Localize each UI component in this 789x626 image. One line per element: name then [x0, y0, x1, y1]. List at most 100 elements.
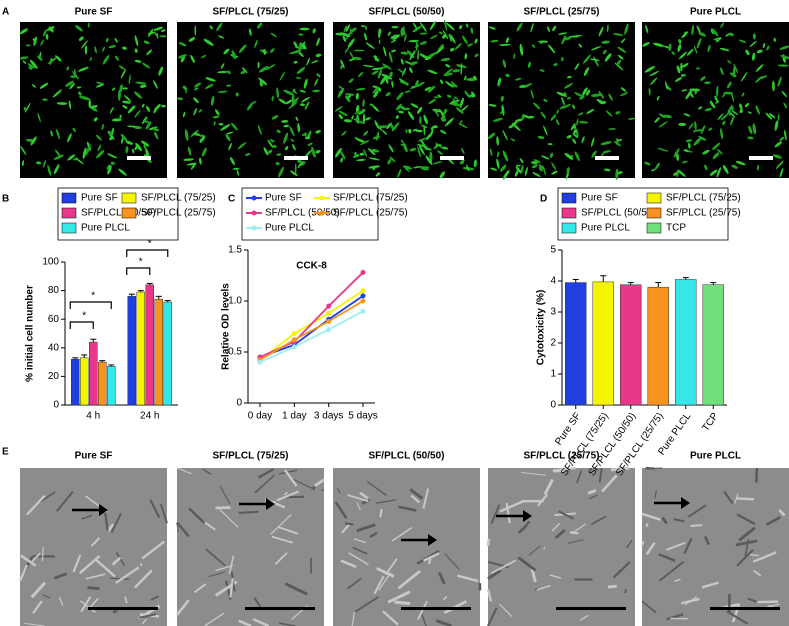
legend-swatch: [561, 207, 577, 219]
cell-process: [176, 523, 179, 532]
cell: [556, 109, 559, 115]
cell: [148, 28, 154, 38]
cell: [297, 122, 300, 133]
cell-process: [111, 556, 122, 566]
cell: [604, 53, 612, 62]
cell: [497, 77, 502, 87]
x-tick-label: 4 h: [86, 411, 100, 422]
cell: [452, 69, 460, 73]
cell: [285, 146, 289, 151]
cell: [541, 155, 550, 160]
cell: [461, 147, 465, 154]
cell-process: [90, 537, 100, 547]
cell: [462, 35, 468, 45]
cell: [745, 49, 750, 56]
error-bar: [137, 290, 144, 293]
cell: [521, 113, 525, 121]
cell-process: [39, 491, 56, 503]
cell: [127, 125, 137, 128]
cell: [84, 45, 88, 55]
error-bar: [81, 354, 88, 358]
cell: [352, 56, 362, 61]
cell: [490, 167, 498, 171]
cell: [410, 103, 419, 108]
cell: [473, 159, 477, 168]
cell-process: [554, 529, 566, 540]
cell: [372, 85, 381, 90]
y-axis-label: % initial cell number: [25, 285, 36, 382]
cell: [741, 92, 745, 97]
cell: [381, 129, 388, 135]
cell: [417, 50, 420, 61]
legend-swatch: [121, 207, 137, 219]
cell: [118, 65, 125, 70]
cell: [244, 153, 251, 156]
cell-process: [138, 613, 156, 619]
cell: [657, 147, 669, 152]
cell-process: [398, 505, 417, 512]
cell: [582, 54, 591, 64]
cell: [678, 51, 688, 60]
cell: [142, 62, 151, 69]
panel-label: E: [2, 447, 9, 458]
cell: [49, 57, 53, 66]
cell: [720, 22, 725, 29]
cell: [146, 105, 151, 112]
cell-process: [747, 597, 757, 603]
cell: [543, 98, 548, 103]
cell: [519, 158, 524, 164]
cell-process: [141, 540, 166, 560]
cell: [220, 63, 225, 69]
cell: [543, 125, 548, 136]
cell: [383, 46, 387, 57]
cell: [488, 104, 497, 107]
cell: [140, 140, 150, 147]
cell: [194, 82, 202, 88]
cell: [359, 121, 364, 124]
cell: [298, 33, 304, 36]
y-tick-label: 0: [236, 398, 242, 409]
cell: [620, 87, 627, 92]
cell-process: [72, 554, 82, 573]
cell: [725, 33, 731, 37]
cell: [464, 90, 471, 99]
cell: [578, 43, 582, 48]
cell: [361, 108, 365, 113]
cell: [143, 40, 150, 45]
cell: [334, 147, 342, 158]
cell: [378, 28, 381, 39]
scale-bar: [127, 156, 151, 160]
cell: [775, 160, 784, 170]
cell: [297, 162, 302, 169]
cell-process: [735, 539, 758, 547]
cell: [194, 25, 197, 36]
cell: [502, 129, 508, 141]
cell-process: [208, 571, 226, 578]
cell-process: [589, 494, 598, 500]
cell: [419, 166, 430, 170]
y-tick-label: 0: [53, 400, 59, 411]
cell: [738, 39, 747, 43]
cell: [437, 150, 443, 155]
cell: [134, 145, 138, 151]
error-bar: [710, 282, 717, 285]
x-tick-label: 3 days: [314, 411, 343, 422]
cell-process: [505, 502, 511, 524]
cell: [405, 129, 408, 134]
cell-process: [347, 494, 369, 503]
cell-process: [160, 504, 168, 524]
cell-process: [140, 562, 143, 567]
cell: [403, 34, 407, 42]
cell: [606, 24, 609, 33]
cell: [755, 64, 764, 72]
cell: [598, 26, 604, 37]
cell-process: [340, 559, 357, 569]
cell: [449, 47, 455, 52]
cell: [400, 139, 404, 144]
cell: [783, 129, 787, 141]
cell: [449, 34, 456, 44]
cell: [276, 129, 281, 134]
cell-process: [41, 547, 44, 561]
cell: [567, 75, 572, 79]
cell-process: [683, 538, 693, 555]
